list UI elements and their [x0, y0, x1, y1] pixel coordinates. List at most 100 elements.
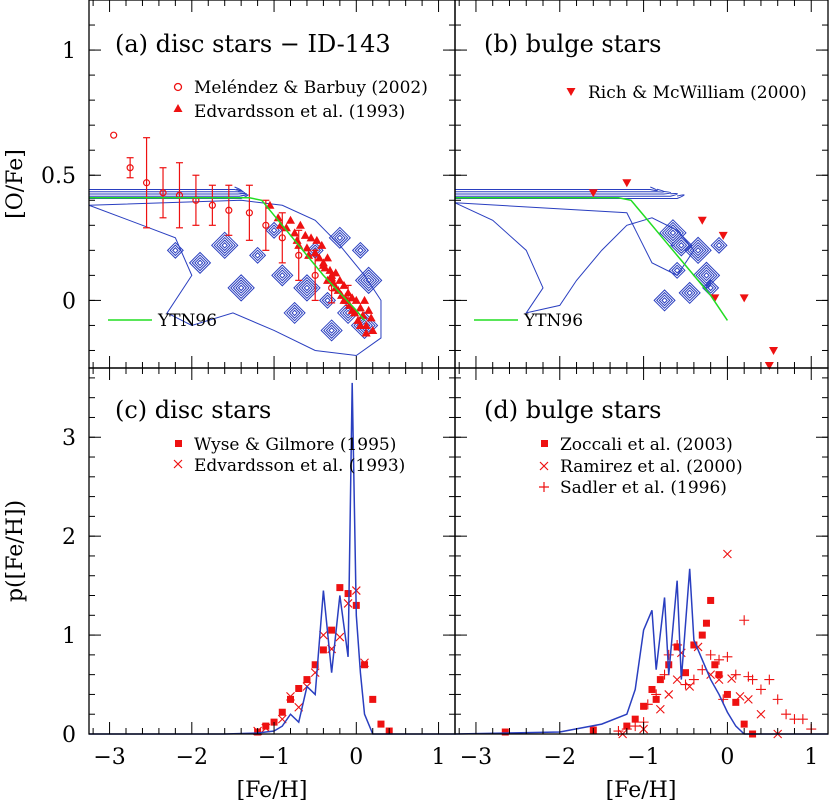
data-point-filled-square [361, 661, 369, 669]
contour-diamond [320, 319, 343, 342]
data-point-cross [360, 658, 369, 668]
contour-diamond [653, 289, 676, 312]
data-point-cross [655, 704, 665, 714]
data-point-cross [735, 692, 745, 701]
contour-diamond [254, 252, 261, 259]
contour-diamond [273, 266, 291, 284]
data-point-filled-triangle [317, 240, 327, 249]
data-point-cross [343, 599, 353, 608]
data-point-filled-triangle [339, 280, 349, 289]
contour-diamond [188, 251, 212, 274]
contour-diamond [357, 247, 364, 254]
data-point-open-circle-errorbar [110, 131, 118, 139]
legend-label-melendez: Meléndez & Barbuy (2002) [194, 78, 428, 98]
contour-diamond [213, 234, 236, 257]
data-point-cross [685, 682, 695, 691]
contour-diamond [686, 289, 694, 297]
contour-diamond [661, 297, 668, 304]
contour-diamond [172, 247, 179, 254]
data-point-filled-square [328, 626, 336, 634]
contour-diamond [656, 291, 674, 309]
y-tick-label: 1 [62, 39, 76, 64]
legend-marker-cross-d [539, 461, 549, 471]
contour-diamond [291, 309, 298, 317]
data-point-filled-triangle [361, 328, 371, 337]
data-point-plus [659, 669, 670, 680]
data-point-filled-triangle [302, 243, 312, 252]
y-tick-label: 0 [62, 723, 76, 748]
data-point-plus [651, 689, 662, 700]
data-point-filled-square [740, 720, 748, 728]
panel-d-title: (d) bulge stars [484, 396, 661, 424]
x-tick-label: 1 [432, 745, 446, 770]
contour-diamond [659, 219, 687, 247]
data-point-filled-triangle [304, 250, 314, 259]
data-point-plus [663, 649, 674, 660]
data-point-filled-triangle [355, 320, 365, 329]
contour-diamond [692, 244, 704, 257]
contour-diamond [235, 281, 248, 294]
data-point-filled-triangle [286, 215, 296, 224]
contour-diamond [169, 244, 182, 257]
legend-marker-square-d [541, 440, 548, 447]
data-point-filled-triangle [335, 275, 345, 284]
contour-line [455, 188, 665, 193]
contour-diamond [669, 229, 677, 237]
contour-diamond [700, 269, 713, 282]
data-point-cross [672, 675, 682, 684]
contour-diamond [697, 266, 715, 284]
data-point-filled-square [682, 669, 690, 677]
data-point-filled-square [707, 596, 715, 604]
legend-label-rich: Rich & McWilliam (2000) [588, 83, 807, 103]
contour-diamond [668, 261, 686, 279]
contour-diamond [196, 259, 204, 267]
contour-diamond [232, 279, 250, 297]
x-tick-label: 0 [720, 745, 734, 770]
contour-diamond [710, 236, 728, 254]
y-tick-label: 3 [62, 426, 76, 451]
contour-line [455, 194, 685, 200]
contour-diamond [667, 226, 679, 239]
legend-panel-d: Zoccali et al. (2003) Ramirez et al. (20… [539, 435, 743, 498]
contour-diamond [270, 227, 278, 234]
x-tick-label: −3 [93, 745, 125, 770]
data-point-plus [705, 649, 716, 660]
data-point-open-circle-errorbar [262, 221, 270, 229]
contour-diamond [681, 284, 699, 302]
data-point-filled-triangle [290, 228, 300, 237]
data-point-cross [261, 723, 271, 733]
contour-diamond [218, 239, 231, 252]
contour-diamond [354, 266, 383, 295]
data-point-cross [335, 632, 345, 642]
contour-diamond [271, 264, 294, 287]
contour-diamond [211, 231, 239, 260]
legend-panel-a: Meléndez & Barbuy (2002) Edvardsson et a… [173, 78, 428, 122]
data-point-filled-triangle [325, 265, 335, 274]
data-point-filled-triangle [306, 233, 316, 242]
data-point-plus [747, 674, 758, 685]
data-point-plus [688, 674, 699, 685]
y-tick-label: 2 [62, 525, 76, 550]
axis-ticks [89, 0, 828, 735]
data-point-filled-square [690, 641, 698, 649]
contour-line [89, 186, 243, 192]
legend-label-zoccali: Zoccali et al. (2003) [560, 435, 733, 455]
data-point-plus [697, 664, 708, 675]
contour-diamond [689, 241, 707, 259]
data-point-filled-triangle [364, 305, 374, 314]
data-point-filled-square [287, 695, 295, 703]
data-point-filled-triangle [292, 235, 302, 244]
contour-diamond [319, 291, 337, 309]
contour-diamond [249, 246, 267, 264]
data-point-filled-triangle [343, 288, 353, 297]
data-point-plus [642, 699, 653, 710]
data-point-filled-triangle [300, 230, 310, 239]
data-point-open-circle-errorbar [225, 206, 233, 214]
data-point-filled-triangle [347, 305, 357, 314]
data-point-plus [755, 684, 766, 695]
contour-diamond [283, 301, 306, 325]
legend-panel-b: Rich & McWilliam (2000) [566, 83, 807, 103]
data-point-plus [797, 714, 808, 725]
legend-label-sadler: Sadler et al. (1996) [560, 478, 727, 498]
panel-a-title: (a) disc stars − ID-143 [115, 30, 391, 58]
